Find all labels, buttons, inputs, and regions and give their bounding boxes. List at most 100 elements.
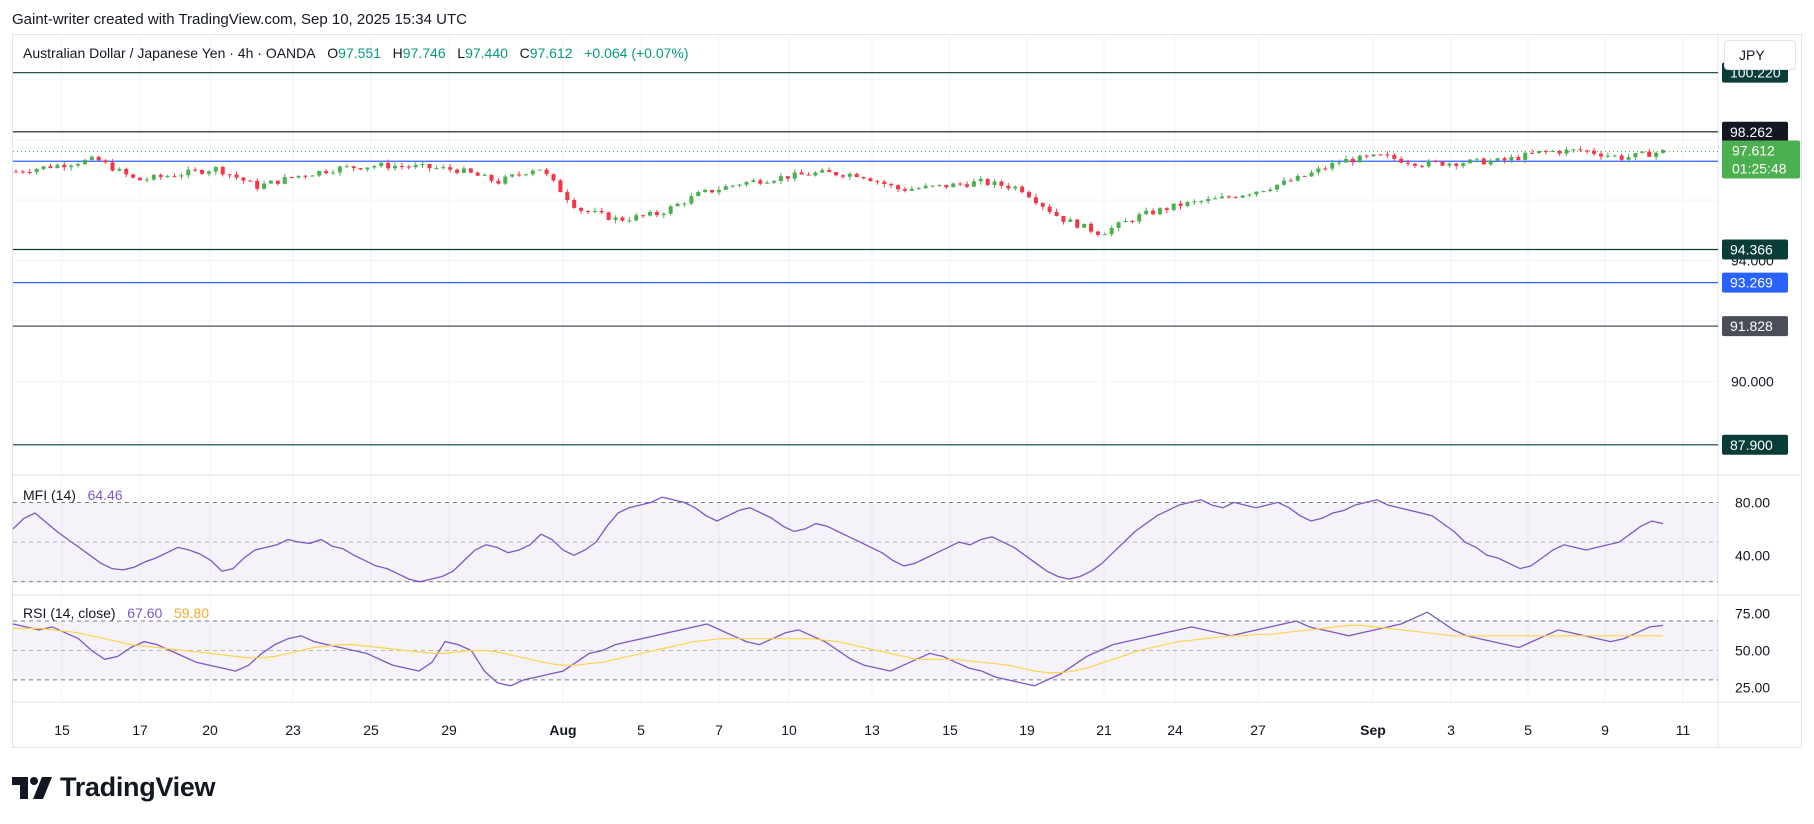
candle-body	[517, 174, 522, 176]
last-price-label: 97.612	[1732, 142, 1775, 158]
price-labels: 100.22098.26297.28794.36693.26991.82887.…	[1722, 62, 1800, 455]
candle-body	[358, 168, 363, 170]
candle-body	[179, 175, 184, 177]
candle-body	[1268, 189, 1273, 192]
candle-body	[1226, 196, 1231, 198]
time-tick-label: Sep	[1360, 722, 1386, 738]
candle-body	[427, 164, 432, 169]
candle-body	[875, 181, 880, 183]
level-label: 94.366	[1730, 241, 1773, 257]
candle-body	[89, 156, 94, 160]
candle-body	[220, 166, 225, 175]
candle-body	[296, 175, 301, 178]
candle-body	[248, 180, 253, 182]
candle-body	[1378, 154, 1383, 156]
time-tick-label: 27	[1250, 722, 1266, 738]
candle-body	[158, 174, 163, 177]
candle-body	[1447, 163, 1452, 166]
horizontal-levels	[13, 72, 1718, 446]
currency-button[interactable]: JPY	[1724, 40, 1796, 70]
candle-body	[337, 166, 342, 173]
candle-body	[69, 165, 74, 168]
candle-body	[82, 159, 87, 165]
candle-body	[503, 176, 508, 184]
candle-body	[1626, 157, 1631, 160]
candle-body	[468, 168, 473, 173]
candle-body	[1385, 154, 1390, 156]
candle-body	[131, 174, 136, 178]
candle-body	[303, 175, 308, 177]
candle-body	[1323, 168, 1328, 170]
candle-body	[902, 189, 907, 191]
candle-body	[165, 176, 170, 178]
candle-body	[1102, 234, 1107, 236]
candle-body	[978, 179, 983, 182]
candle-body	[20, 171, 25, 173]
candle-body	[696, 191, 701, 197]
candle-body	[723, 186, 728, 190]
candle-body	[1040, 203, 1045, 207]
candle-body	[351, 166, 356, 169]
credit-text: Gaint-writer created with TradingView.co…	[12, 11, 467, 28]
candle-body	[193, 169, 198, 171]
level-label-bg	[1722, 316, 1788, 337]
candle-body	[76, 164, 81, 166]
candle-body	[647, 211, 652, 216]
candle-body	[1233, 197, 1238, 199]
candle-body	[661, 213, 666, 216]
tradingview-brand[interactable]: TradingView	[12, 772, 216, 803]
candle-body	[1254, 191, 1259, 195]
candle-body	[937, 184, 942, 186]
candle-body	[799, 172, 804, 175]
candle-body	[951, 183, 956, 188]
candle-body	[1392, 155, 1397, 159]
candle-body	[27, 172, 32, 174]
candle-body	[889, 184, 894, 186]
candle-body	[289, 177, 294, 179]
candle-body	[34, 168, 39, 173]
candle-body	[1020, 186, 1025, 193]
time-tick-label: 15	[942, 722, 958, 738]
rsi-signal-value: 59.80	[173, 605, 210, 621]
candle-body	[1309, 172, 1314, 177]
candle-body	[916, 188, 921, 190]
candle-body	[1089, 223, 1094, 232]
candle-body	[1054, 211, 1059, 217]
candle-body	[1123, 221, 1128, 223]
candle-body	[1075, 219, 1080, 228]
candle-body	[572, 199, 577, 208]
level-label: 98.262	[1730, 124, 1773, 140]
candle-body	[1068, 219, 1073, 222]
candle-body	[413, 164, 418, 168]
candle-body	[565, 192, 570, 200]
candle-body	[523, 174, 528, 176]
candle-body	[585, 210, 590, 212]
candle-body	[1516, 157, 1521, 160]
candle-body	[475, 172, 480, 176]
candle-body	[110, 162, 115, 171]
candle-body	[1116, 222, 1121, 228]
candle-body	[834, 172, 839, 176]
mfi-pane	[12, 496, 1718, 583]
candle-body	[200, 170, 205, 174]
candle-body	[710, 189, 715, 193]
candle-body	[1364, 155, 1369, 157]
time-tick-label: 5	[637, 722, 645, 738]
level-label: 87.900	[1730, 437, 1773, 453]
candle-body	[682, 203, 687, 205]
candle-body	[1316, 168, 1321, 173]
candle-body	[689, 196, 694, 204]
candle-body	[379, 162, 384, 167]
candle-body	[634, 215, 639, 221]
candle-body	[117, 168, 122, 171]
candle-body	[1337, 162, 1342, 164]
candle-body	[1426, 160, 1431, 167]
candle-body	[434, 167, 439, 169]
time-tick-label: 21	[1096, 722, 1112, 738]
candle-body	[48, 166, 53, 169]
candle-body	[1633, 152, 1638, 158]
candle-body	[1399, 158, 1404, 163]
candle-body	[1647, 151, 1652, 157]
